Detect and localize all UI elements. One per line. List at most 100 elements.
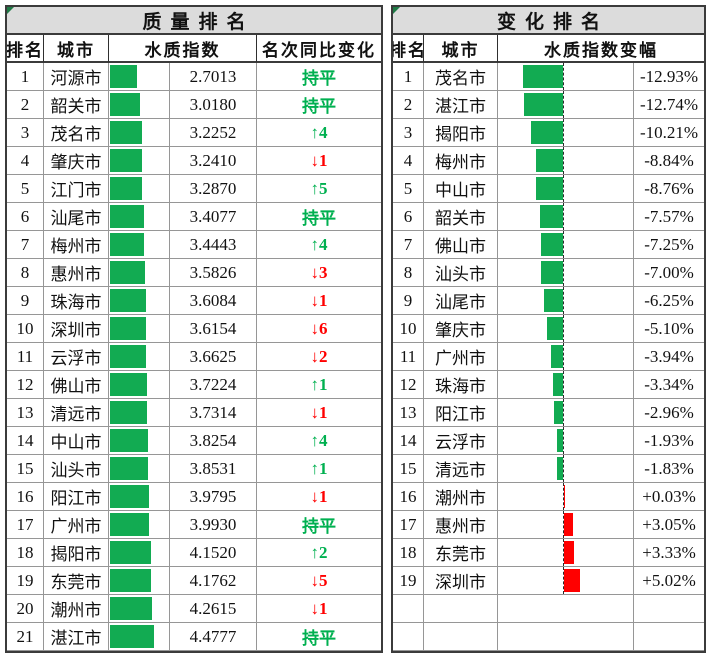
rank-cell: 17 [7, 511, 44, 539]
delta-value-cell: +0.03% [634, 483, 704, 511]
rank-cell: 5 [7, 175, 44, 203]
rank-cell: 2 [393, 91, 424, 119]
index-value-cell: 4.4777 [170, 623, 257, 651]
delta-bar-cell [498, 147, 634, 175]
rank-change-cell: ↑4 [257, 119, 381, 147]
rank-cell: 14 [7, 427, 44, 455]
index-data-bar-icon [110, 261, 146, 284]
rank-cell: 10 [7, 315, 44, 343]
index-value-cell: 3.7224 [170, 371, 257, 399]
delta-data-bar-icon [531, 121, 563, 144]
rank-change-cell: ↓6 [257, 315, 381, 343]
rank-change-cell: ↓1 [257, 147, 381, 175]
rank-cell: 12 [393, 371, 424, 399]
index-data-bar-icon [110, 177, 143, 200]
rank-change-cell: 持平 [257, 511, 381, 539]
index-bar-cell [109, 343, 170, 371]
index-data-bar-icon [110, 345, 146, 368]
quality-header-rank: 排名 [7, 35, 44, 63]
zero-axis-line [563, 63, 564, 90]
index-data-bar-icon [110, 373, 147, 396]
index-bar-cell [109, 399, 170, 427]
delta-bar-cell [498, 343, 634, 371]
rank-cell: 11 [393, 343, 424, 371]
index-data-bar-icon [110, 233, 144, 256]
city-cell: 肇庆市 [44, 147, 109, 175]
rank-cell: 14 [393, 427, 424, 455]
index-value-cell: 3.0180 [170, 91, 257, 119]
rank-cell: 10 [393, 315, 424, 343]
rank-cell: 8 [7, 259, 44, 287]
delta-value-cell: -2.96% [634, 399, 704, 427]
index-value-cell: 3.6084 [170, 287, 257, 315]
zero-axis-line [563, 371, 564, 398]
index-value-cell: 3.6625 [170, 343, 257, 371]
city-cell: 珠海市 [424, 371, 498, 399]
city-cell: 云浮市 [424, 427, 498, 455]
rank-cell: 21 [7, 623, 44, 651]
index-value-cell: 4.1520 [170, 539, 257, 567]
delta-value-cell: +3.05% [634, 511, 704, 539]
city-cell: 清远市 [424, 455, 498, 483]
index-data-bar-icon [110, 457, 148, 480]
index-bar-cell [109, 567, 170, 595]
rank-change-cell: ↑1 [257, 371, 381, 399]
rank-cell: 18 [7, 539, 44, 567]
quality-header-city: 城市 [44, 35, 109, 63]
delta-bar-cell [498, 567, 634, 595]
delta-bar-cell [498, 63, 634, 91]
index-data-bar-icon [110, 597, 152, 620]
quality-table-title: 质量排名 [7, 7, 381, 35]
delta-bar-cell [498, 315, 634, 343]
city-cell: 阳江市 [44, 483, 109, 511]
delta-data-bar-icon [557, 457, 563, 480]
rank-change-cell: ↑1 [257, 455, 381, 483]
rank-cell: 7 [393, 231, 424, 259]
rank-change-cell: 持平 [257, 63, 381, 91]
delta-bar-cell [498, 371, 634, 399]
city-cell: 梅州市 [44, 231, 109, 259]
rank-change-cell: ↓1 [257, 399, 381, 427]
rank-change-cell: 持平 [257, 203, 381, 231]
index-bar-cell [109, 259, 170, 287]
index-bar-cell [109, 203, 170, 231]
delta-data-bar-icon [535, 149, 563, 172]
rank-cell: 6 [7, 203, 44, 231]
delta-bar-cell [498, 287, 634, 315]
rank-change-cell: ↑4 [257, 231, 381, 259]
city-cell: 揭阳市 [424, 119, 498, 147]
rank-change-cell: ↓5 [257, 567, 381, 595]
index-bar-cell [109, 455, 170, 483]
city-cell: 中山市 [44, 427, 109, 455]
rank-cell: 17 [393, 511, 424, 539]
delta-bar-cell [498, 399, 634, 427]
quality-ranking-table: 质量排名 排名 城市 水质指数 名次同比变化 1 河源市 2.7013 持平 2… [5, 5, 383, 653]
delta-bar-cell [498, 231, 634, 259]
delta-bar-cell [498, 259, 634, 287]
index-data-bar-icon [110, 65, 137, 88]
rank-cell: 13 [7, 399, 44, 427]
index-data-bar-icon [110, 541, 151, 564]
city-cell: 湛江市 [424, 91, 498, 119]
rank-cell: 20 [7, 595, 44, 623]
change-ranking-table: 变化排名 排名 城市 水质指数变幅 1 茂名市 -12.93% 2 湛江市 -1… [391, 5, 706, 653]
zero-axis-line [563, 91, 564, 118]
delta-value-cell: -3.94% [634, 343, 704, 371]
index-value-cell: 3.9930 [170, 511, 257, 539]
delta-value-cell: -1.93% [634, 427, 704, 455]
delta-bar-cell [498, 119, 634, 147]
index-value-cell: 4.2615 [170, 595, 257, 623]
city-cell: 深圳市 [424, 567, 498, 595]
city-cell: 中山市 [424, 175, 498, 203]
delta-value-cell: +5.02% [634, 567, 704, 595]
zero-axis-line [563, 147, 564, 174]
delta-data-bar-icon [523, 65, 563, 88]
city-cell: 河源市 [44, 63, 109, 91]
delta-data-bar-icon [523, 93, 563, 116]
city-cell: 云浮市 [44, 343, 109, 371]
rank-change-cell: ↑4 [257, 427, 381, 455]
city-cell: 韶关市 [424, 203, 498, 231]
delta-data-bar-icon [543, 289, 563, 312]
rank-change-cell: 持平 [257, 91, 381, 119]
delta-value-cell [634, 595, 704, 623]
